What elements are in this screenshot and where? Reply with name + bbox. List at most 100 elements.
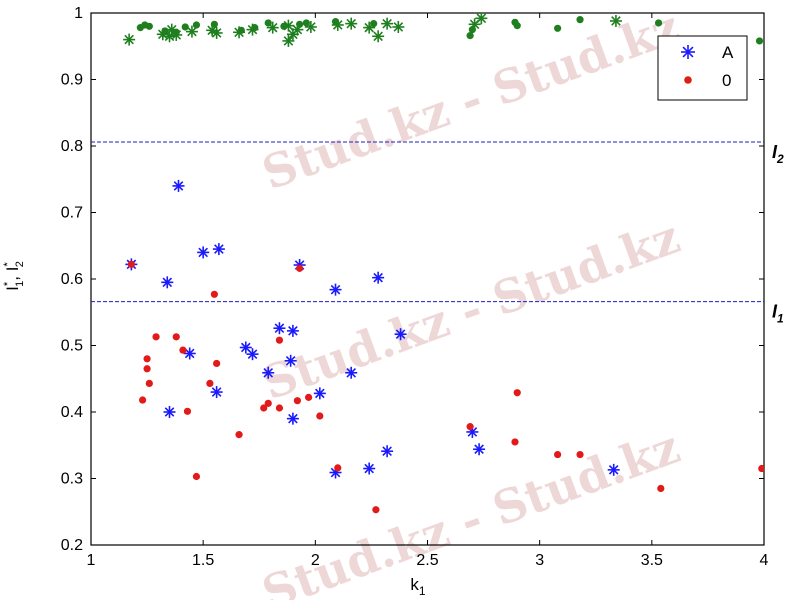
y-tick-label: 0.6 bbox=[61, 271, 83, 288]
dot-marker bbox=[554, 450, 562, 459]
star-marker bbox=[284, 354, 297, 367]
dot-marker bbox=[235, 431, 243, 439]
x-tick-label: 2.5 bbox=[416, 552, 438, 569]
data-points bbox=[123, 13, 764, 514]
dot-marker bbox=[206, 379, 214, 388]
legend: A0 bbox=[657, 35, 748, 101]
dot-marker bbox=[316, 412, 324, 420]
dot-marker bbox=[657, 484, 665, 493]
star-marker bbox=[286, 412, 299, 425]
axis-ticks: 1 1.5 2 2.5 3 3.5 4 0.2 0.3 0.4 0.5 0.6 0.7 0.8 0.9 1 bbox=[61, 5, 769, 569]
dot-marker bbox=[172, 333, 180, 341]
reference-lines bbox=[91, 141, 764, 303]
watermark: Stud.kz - Stud.kz Stud.kz - Stud.kz Stud… bbox=[255, 0, 686, 600]
dot-marker bbox=[183, 407, 192, 415]
dot-marker bbox=[127, 260, 135, 268]
legend-label: A bbox=[722, 43, 734, 62]
dot-marker bbox=[468, 26, 476, 34]
dot-marker bbox=[237, 26, 245, 34]
watermark-text-2: Stud.kz - Stud.kz bbox=[255, 209, 686, 410]
dot-marker bbox=[143, 355, 151, 363]
dot-marker bbox=[152, 333, 160, 341]
dot-marker bbox=[138, 396, 147, 404]
dot-marker bbox=[210, 20, 218, 28]
dot-marker bbox=[758, 464, 764, 473]
dot-marker bbox=[334, 464, 342, 472]
star-marker bbox=[363, 462, 376, 475]
y-tick-label: 0.3 bbox=[61, 471, 83, 488]
dot-marker bbox=[511, 438, 519, 446]
dot-marker bbox=[302, 19, 310, 27]
legend-item: A bbox=[681, 43, 734, 62]
star-marker bbox=[329, 283, 342, 296]
star-marker bbox=[246, 348, 259, 361]
dot-marker bbox=[370, 20, 378, 28]
dot-marker bbox=[305, 393, 313, 401]
dot-marker bbox=[264, 19, 272, 27]
dot-marker bbox=[513, 389, 521, 397]
svg-text:k1: k1 bbox=[410, 575, 426, 598]
dot-marker bbox=[293, 397, 301, 405]
dot-marker bbox=[554, 24, 562, 32]
legend-box bbox=[657, 35, 748, 101]
dot-marker bbox=[264, 399, 272, 407]
dot-marker bbox=[213, 359, 221, 368]
y-tick-label: 0.5 bbox=[61, 338, 83, 355]
star-marker bbox=[212, 243, 225, 256]
dot-marker bbox=[145, 379, 153, 388]
star-marker bbox=[163, 406, 176, 418]
dot-marker bbox=[280, 22, 288, 30]
dot-marker bbox=[192, 21, 201, 29]
star-marker bbox=[172, 179, 185, 192]
dot-marker bbox=[145, 22, 153, 30]
dot-marker bbox=[513, 22, 521, 30]
star-marker bbox=[313, 387, 326, 400]
y-tick-label: 0.9 bbox=[61, 72, 83, 89]
dot-marker bbox=[143, 365, 151, 373]
series-star-1f7f1f bbox=[123, 13, 622, 47]
x-tick-label: 4 bbox=[760, 552, 769, 569]
dot-marker bbox=[181, 23, 189, 31]
star-marker bbox=[331, 18, 344, 31]
reference-line-label: I2 bbox=[772, 142, 784, 166]
star-marker bbox=[381, 17, 394, 30]
star-marker bbox=[210, 26, 223, 39]
dot-marker bbox=[576, 16, 584, 24]
dot-marker bbox=[331, 18, 340, 26]
svg-text:I*1, I*2: I*1, I*2 bbox=[2, 261, 26, 291]
star-marker bbox=[183, 347, 196, 360]
dot-marker bbox=[179, 346, 187, 354]
dot-marker bbox=[466, 423, 474, 431]
dot-marker bbox=[654, 19, 663, 27]
star-marker bbox=[394, 328, 407, 341]
dot-marker bbox=[260, 404, 268, 412]
star-marker bbox=[210, 386, 223, 399]
dot-marker bbox=[172, 28, 180, 36]
star-marker bbox=[381, 445, 394, 458]
dot-marker bbox=[275, 404, 284, 412]
dot-marker bbox=[372, 506, 380, 514]
star-marker bbox=[161, 276, 174, 289]
y-tick-label: 0.8 bbox=[61, 138, 83, 155]
star-marker bbox=[473, 443, 486, 456]
x-tick-label: 1 bbox=[87, 552, 96, 569]
reference-line-labels: I2 I1 bbox=[772, 142, 784, 326]
y-tick-label: 1 bbox=[74, 5, 83, 22]
star-marker bbox=[197, 246, 210, 259]
y-tick-label: 0.7 bbox=[61, 205, 83, 222]
series-0 bbox=[127, 260, 764, 514]
x-axis-label: k1 bbox=[410, 575, 426, 598]
dot-marker bbox=[161, 27, 169, 35]
star-marker bbox=[185, 25, 198, 38]
dot-marker bbox=[755, 37, 764, 45]
y-tick-label: 0.4 bbox=[61, 404, 83, 421]
star-marker bbox=[345, 366, 358, 379]
star-marker bbox=[262, 366, 275, 379]
legend-item: 0 bbox=[684, 71, 731, 90]
dot-marker bbox=[296, 20, 304, 28]
series-A bbox=[125, 179, 620, 479]
dot-marker bbox=[576, 450, 584, 459]
dot-marker bbox=[296, 264, 304, 272]
series-dot-1f7f1f bbox=[136, 16, 764, 45]
